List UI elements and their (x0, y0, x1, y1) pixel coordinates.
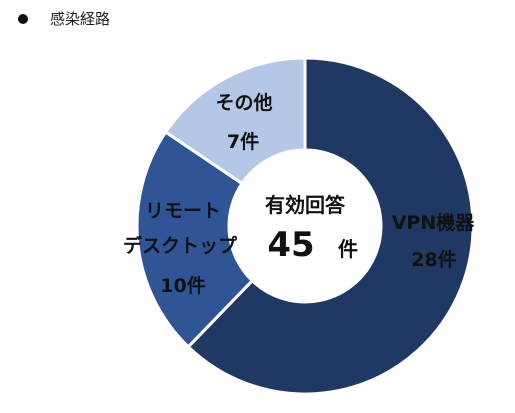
slice-label-remote-line1: リモート (145, 200, 221, 222)
chart-header: 感染経路 (18, 8, 110, 29)
center-title: 有効回答 (265, 193, 346, 217)
chart-title: 感染経路 (50, 10, 111, 28)
donut-slices (135, 56, 475, 396)
donut-slice-vpn (186, 56, 475, 396)
slice-value-remote: 10件 (160, 274, 205, 297)
slice-value-vpn: 28件 (411, 248, 456, 271)
center-total: 45 (267, 225, 314, 265)
center-unit: 件 (338, 237, 358, 261)
slice-value-other: 7件 (227, 130, 259, 153)
slice-label-vpn: VPN機器 (392, 211, 476, 234)
bullet-icon (18, 13, 28, 24)
donut-slice-remote-desktop (135, 129, 255, 349)
donut-slice-other (163, 56, 307, 186)
slice-label-remote-line2: デスクトップ (123, 234, 238, 257)
slice-label-other: その他 (215, 91, 272, 114)
